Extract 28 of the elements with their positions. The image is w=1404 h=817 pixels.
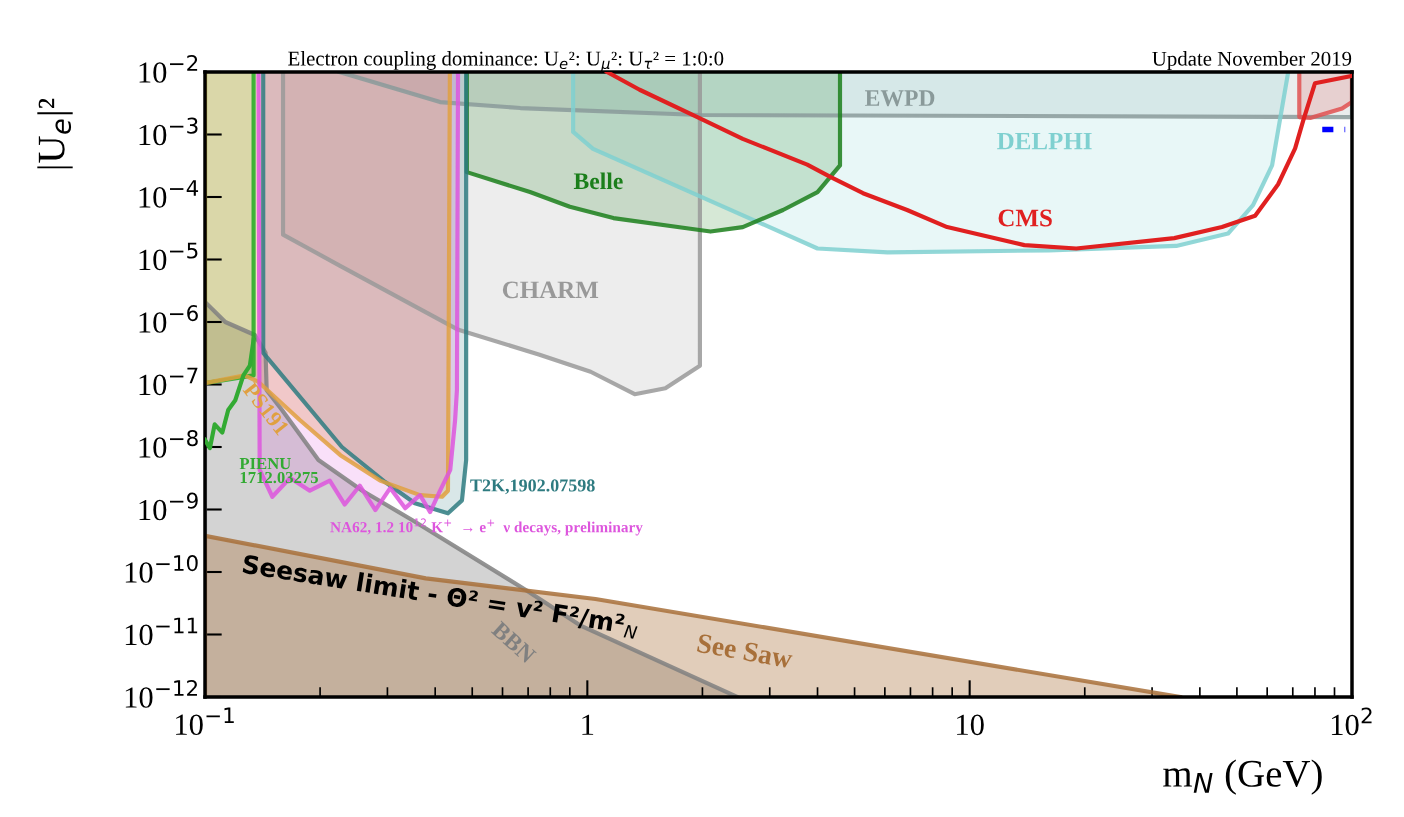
x-axis-title: m$_{N}$ (GeV) [1163, 759, 1322, 795]
x-tick-label: 1 [582, 714, 594, 735]
series-label: PIENU 1712.03275 [239, 458, 318, 484]
y-tick-label: 10$^{−11}$ [125, 617, 198, 646]
y-axis-title: |U$_{e}$|² [37, 98, 73, 169]
x-tick-label: 10$^{−1}$ [176, 707, 234, 736]
y-tick-label: 10$^{−12}$ [125, 680, 197, 708]
y-tick-label: 10$^{−10}$ [125, 555, 198, 583]
x-tick-label: 10 [957, 714, 984, 736]
y-tick-label: 10$^{−9}$ [139, 492, 198, 521]
x-tick-label: 10$^{2}$ [1331, 707, 1372, 736]
series-label: T2K,1902.07598 [470, 479, 595, 495]
series-label: EWPD [865, 90, 935, 107]
chart-subtitle: Update November 2019 [1152, 51, 1352, 70]
y-tick-label: 10$^{−6}$ [139, 305, 198, 333]
y-tick-label: 10$^{−2}$ [139, 55, 198, 83]
y-tick-label: 10$^{−8}$ [139, 430, 198, 458]
series-label: NA62, 1.2 10$^{12}$ K$^{+}$ → e$^{+}$ ν decays, preliminary [330, 518, 643, 536]
chart-title: Electron coupling dominance: U$_{e}$²: U$_{μ}$²: U$_{τ}$² = 1:0:0 [288, 50, 724, 72]
y-tick-label: 10$^{−7}$ [139, 367, 198, 396]
y-tick-label: 10$^{−3}$ [139, 117, 198, 146]
series-label: CMS [998, 209, 1052, 227]
series-label: See Saw [696, 633, 794, 669]
y-tick-label: 10$^{−5}$ [139, 242, 198, 271]
series-label: Belle [573, 172, 623, 190]
series-label: CHARM [502, 281, 599, 299]
series-label: DELPHI [997, 132, 1092, 150]
y-tick-label: 10$^{−4}$ [139, 180, 199, 208]
